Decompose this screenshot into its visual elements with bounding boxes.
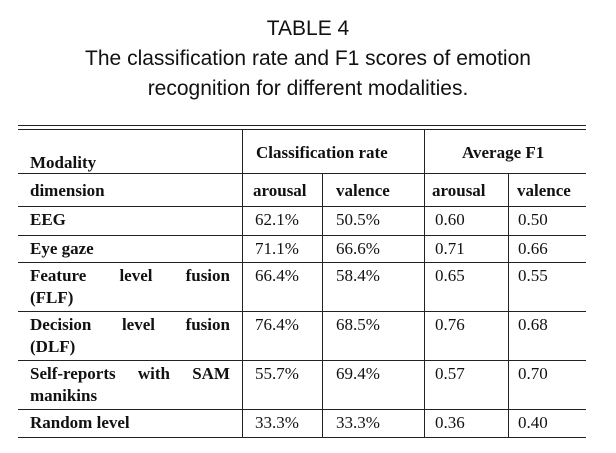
row-label-word: SAM <box>192 364 230 383</box>
table-caption-line-1: The classification rate and F1 scores of… <box>85 47 531 70</box>
cell-cr-arousal: 66.4% <box>255 266 299 285</box>
cell-cr-arousal: 76.4% <box>255 315 299 334</box>
cell-cr-arousal: 71.1% <box>255 239 299 258</box>
header-dimension: dimension <box>30 181 105 200</box>
row-label-word: Feature <box>30 266 87 285</box>
row-label-continuation: manikins <box>30 386 98 405</box>
table-label: TABLE 4 <box>266 17 350 40</box>
header-average-f1: Average F1 <box>462 143 545 162</box>
header-f1-valence: valence <box>517 181 571 200</box>
cell-cr-valence: 33.3% <box>336 413 380 432</box>
row-rule-1 <box>18 235 586 237</box>
row-label: Random level <box>30 413 130 432</box>
cell-cr-valence: 66.6% <box>336 239 380 258</box>
row-label-word: Self-reports <box>30 364 116 383</box>
cell-f1-arousal: 0.60 <box>435 210 465 229</box>
row-label: EEG <box>30 210 66 229</box>
modality-sub-rule <box>18 173 242 175</box>
cell-f1-valence: 0.50 <box>518 210 548 229</box>
cell-cr-valence: 50.5% <box>336 210 380 229</box>
group-header-rule <box>242 173 586 175</box>
cell-f1-valence: 0.66 <box>518 239 548 258</box>
cell-f1-arousal: 0.65 <box>435 266 465 285</box>
cell-f1-arousal: 0.57 <box>435 364 465 383</box>
vrule-f1-split <box>508 173 510 437</box>
vrule-cr-split <box>322 173 324 437</box>
row-label: Decision level fusion <box>30 314 230 336</box>
cell-cr-arousal: 33.3% <box>255 413 299 432</box>
header-cr-arousal: arousal <box>253 181 307 200</box>
cell-f1-valence: 0.70 <box>518 364 548 383</box>
vrule-groups <box>424 130 426 437</box>
row-label-word: fusion <box>185 266 230 285</box>
row-rule-5 <box>18 409 586 411</box>
top-rule-1 <box>18 125 586 127</box>
cell-f1-arousal: 0.76 <box>435 315 465 334</box>
cell-cr-valence: 68.5% <box>336 315 380 334</box>
top-rule-2 <box>18 129 586 131</box>
cell-f1-arousal: 0.71 <box>435 239 465 258</box>
row-label-continuation: (FLF) <box>30 288 74 307</box>
cell-f1-valence: 0.68 <box>518 315 548 334</box>
row-label-word: Decision <box>30 315 92 334</box>
row-rule-3 <box>18 311 586 313</box>
cell-f1-arousal: 0.36 <box>435 413 465 432</box>
row-rule-6 <box>18 437 586 439</box>
row-label-word: fusion <box>185 315 230 334</box>
row-label: Self-reports with SAM <box>30 363 230 385</box>
vrule-modality <box>242 130 244 437</box>
header-classification-rate: Classification rate <box>256 143 388 162</box>
header-cr-valence: valence <box>336 181 390 200</box>
row-label: Eye gaze <box>30 239 94 258</box>
cell-f1-valence: 0.40 <box>518 413 548 432</box>
cell-f1-valence: 0.55 <box>518 266 548 285</box>
cell-cr-arousal: 55.7% <box>255 364 299 383</box>
row-rule-0 <box>18 206 586 208</box>
row-label: Feature level fusion <box>30 265 230 287</box>
cell-cr-valence: 58.4% <box>336 266 380 285</box>
table-caption-line-2: recognition for different modalities. <box>147 77 469 100</box>
row-label-continuation: (DLF) <box>30 337 76 356</box>
row-rule-2 <box>18 262 586 264</box>
row-label-word: with <box>137 364 170 383</box>
header-f1-arousal: arousal <box>432 181 486 200</box>
header-modality: Modality <box>30 153 97 172</box>
cell-cr-arousal: 62.1% <box>255 210 299 229</box>
row-rule-4 <box>18 360 586 362</box>
row-label-word: level <box>119 266 153 285</box>
row-label-word: level <box>121 315 155 334</box>
cell-cr-valence: 69.4% <box>336 364 380 383</box>
